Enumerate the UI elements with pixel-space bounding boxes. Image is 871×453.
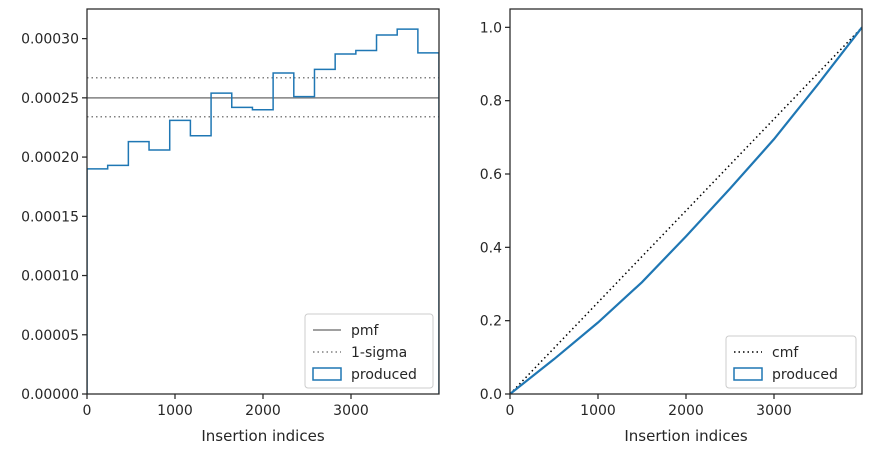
x-tick-label: 3000 (756, 403, 792, 419)
histogram-bin (252, 110, 273, 394)
y-tick-label: 0.4 (480, 240, 502, 256)
y-tick-label: 0.00015 (21, 209, 79, 225)
histogram-bin (190, 136, 211, 394)
plot-area (87, 28, 439, 394)
x-tick-label: 0 (83, 403, 92, 419)
y-tick-label: 0.00010 (21, 269, 79, 285)
y-tick-label: 0.2 (480, 314, 502, 330)
y-tick-label: 0.6 (480, 167, 502, 183)
produced-line (510, 26, 862, 394)
x-tick-label: 1000 (580, 403, 616, 419)
plot-area (510, 26, 862, 394)
y-tick-label: 0.8 (480, 94, 502, 110)
x-axis-label: Insertion indices (201, 427, 324, 445)
histogram-bin (232, 107, 253, 394)
x-tick-label: 1000 (157, 403, 193, 419)
legend: pmf 1-sigma produced (304, 313, 434, 389)
cmf-line-chart: 0 1000 2000 3000 0.0 0.2 0.4 0.6 0.8 1.0 Insertion… (480, 8, 863, 445)
x-tick-label: 2000 (668, 403, 704, 419)
legend-box (725, 335, 857, 389)
legend-label-cmf: cmf (772, 345, 799, 361)
legend-label-1-sigma: 1-sigma (351, 345, 407, 361)
histogram-bin (273, 73, 294, 394)
y-tick-label: 0.0 (480, 387, 502, 403)
legend-handle-produced (733, 367, 763, 381)
histogram-bin (108, 165, 129, 394)
legend-label-produced: produced (772, 367, 838, 383)
legend-box (304, 313, 434, 389)
histogram-bin (149, 150, 170, 394)
x-tick-label: 2000 (245, 403, 281, 419)
cmf-line (510, 26, 862, 394)
histogram-bin (87, 169, 108, 394)
y-tick-label: 0.00020 (21, 150, 79, 166)
y-tick-label: 0.00005 (21, 328, 79, 344)
legend-label-produced: produced (351, 367, 417, 383)
x-tick-label: 0 (506, 403, 515, 419)
histogram-bin (170, 120, 191, 394)
legend: cmf produced (725, 335, 857, 389)
legend-label-pmf: pmf (351, 323, 380, 339)
y-tick-label: 0.00030 (21, 32, 79, 48)
y-tick-label: 0.00025 (21, 91, 79, 107)
histogram-bin (211, 93, 232, 394)
x-tick-label: 3000 (333, 403, 369, 419)
pmf-histogram-chart: 0 1000 2000 3000 0.00000 0.00005 0.00010 0.0001… (21, 8, 440, 445)
legend-handle-produced (312, 367, 342, 381)
histogram-bin (128, 142, 149, 394)
y-tick-label: 0.00000 (21, 387, 79, 403)
y-tick-label: 1.0 (480, 20, 502, 36)
produced-step-outline (87, 28, 439, 394)
x-axis-label: Insertion indices (624, 427, 747, 445)
